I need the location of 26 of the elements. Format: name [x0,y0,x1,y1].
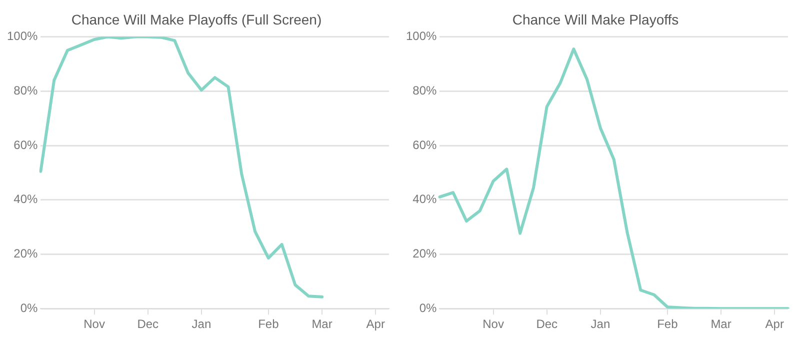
x-tick-label: Apr [366,317,385,332]
x-tick-label: Dec [137,317,159,332]
x-tick-label: Mar [710,317,732,332]
y-tick-label: 80% [14,83,38,98]
y-tick-label: 0% [20,300,38,315]
chart-title: Chance Will Make Playoffs [512,11,679,28]
y-tick-label: 0% [419,300,438,315]
x-tick-label: Jan [192,317,212,332]
x-tick-label: Jan [590,317,610,332]
y-tick-label: 40% [412,192,438,206]
x-tick-label: Nov [482,317,504,332]
y-tick-label: 20% [412,246,438,261]
y-tick-label: 60% [412,138,438,152]
x-tick-label: Mar [312,317,332,332]
x-tick-label: Dec [536,317,558,332]
x-tick-label: Feb [258,317,280,332]
x-tick-label: Feb [657,317,678,332]
y-tick-label: 40% [14,192,38,206]
y-tick-label: 100% [6,29,38,44]
y-tick-label: 60% [14,138,38,152]
chart-title: Chance Will Make Playoffs (Full Screen) [71,11,322,28]
x-tick-label: Nov [84,317,105,332]
y-tick-label: 100% [406,29,438,44]
y-tick-label: 80% [412,83,438,98]
x-tick-label: Apr [765,317,784,332]
y-tick-label: 20% [14,246,38,261]
